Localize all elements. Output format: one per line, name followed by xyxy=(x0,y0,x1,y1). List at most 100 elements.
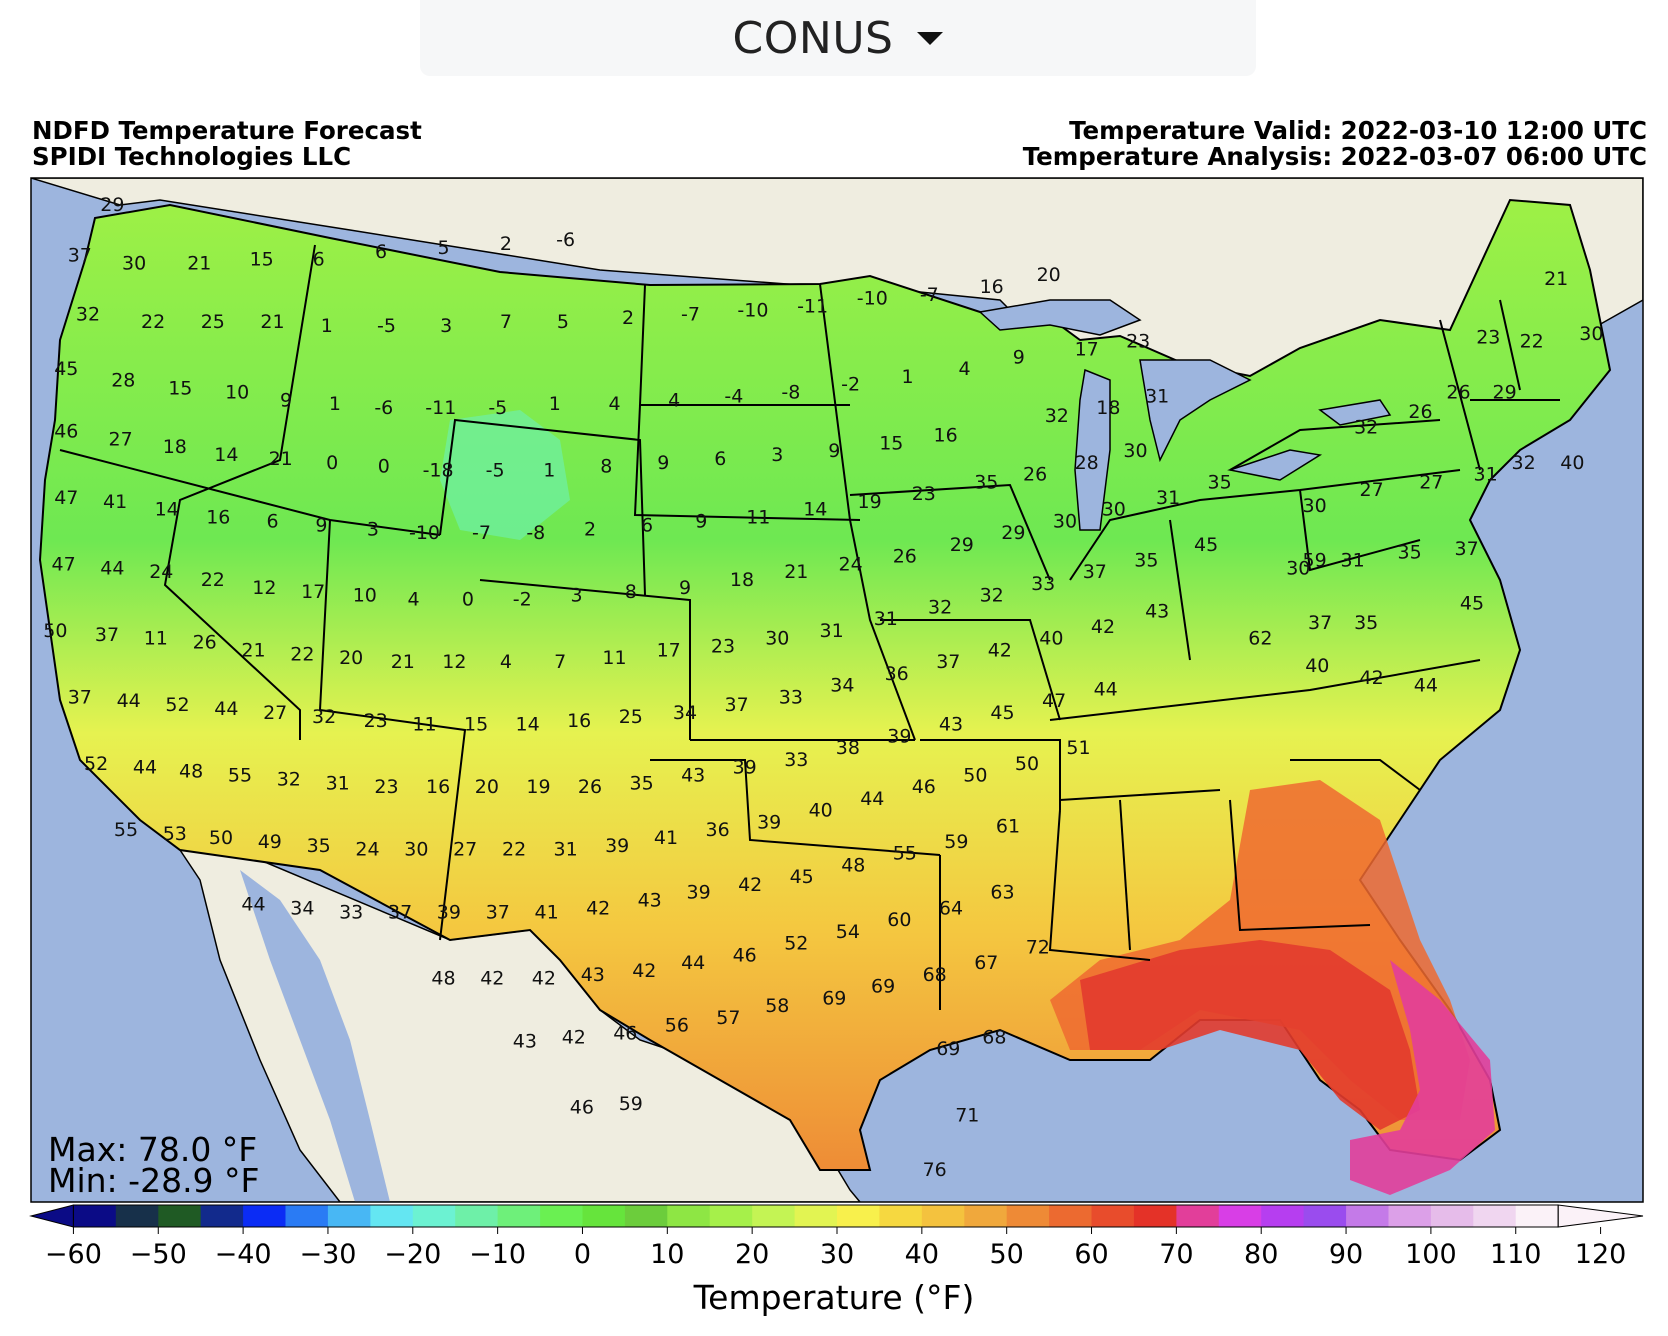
temperature-label: -10 xyxy=(737,299,768,321)
colorbar-tick-label: 30 xyxy=(820,1239,854,1270)
temperature-label: 7 xyxy=(554,651,566,673)
temperature-label: 22 xyxy=(290,643,314,665)
temperature-label: 48 xyxy=(179,761,203,783)
temperature-label: 28 xyxy=(1075,452,1099,474)
temperature-label: 16 xyxy=(980,276,1004,298)
temperature-label: 59 xyxy=(1303,550,1327,572)
temperature-label: -7 xyxy=(681,303,700,325)
temperature-label: 6 xyxy=(641,514,653,536)
temperature-label: 23 xyxy=(1126,331,1150,353)
temperature-label: 3 xyxy=(440,315,452,337)
colorbar-segment xyxy=(794,1205,838,1227)
temperature-label: 3 xyxy=(570,585,582,607)
temperature-label: 33 xyxy=(784,749,808,771)
temperature-label: -11 xyxy=(797,296,828,318)
temperature-label: 44 xyxy=(117,690,141,712)
temperature-label: 20 xyxy=(1037,264,1061,286)
temperature-label: 38 xyxy=(836,737,860,759)
valid-time: Temperature Valid: 2022-03-10 12:00 UTC xyxy=(1069,116,1647,145)
temperature-label: 44 xyxy=(860,788,884,810)
colorbar-tick-label: −50 xyxy=(130,1239,187,1270)
temperature-label: 26 xyxy=(1408,401,1432,423)
temperature-label: 47 xyxy=(52,553,76,575)
temperature-label: 46 xyxy=(912,776,936,798)
map-header-right: Temperature Valid: 2022-03-10 12:00 UTC … xyxy=(1023,118,1647,170)
colorbar-segment xyxy=(243,1205,286,1227)
temperature-label: 39 xyxy=(733,757,757,779)
temperature-label: 29 xyxy=(100,194,124,216)
temperature-label: 35 xyxy=(1398,542,1422,564)
temperature-label: 42 xyxy=(738,874,762,896)
colorbar-segment xyxy=(327,1205,371,1227)
colorbar-tick-label: 40 xyxy=(905,1239,939,1270)
temperature-label: 27 xyxy=(453,839,477,861)
temperature-label: 21 xyxy=(241,639,265,661)
temperature-label: 48 xyxy=(841,854,865,876)
temperature-label: 57 xyxy=(716,1007,740,1029)
temperature-label: 35 xyxy=(1208,471,1232,493)
temperature-label: 41 xyxy=(654,827,678,849)
colorbar-tick-label: 120 xyxy=(1575,1239,1627,1270)
caret-down-icon xyxy=(917,31,944,45)
temperature-label: 41 xyxy=(535,901,559,923)
temperature-label: 21 xyxy=(269,448,293,470)
temperature-label: 33 xyxy=(779,686,803,708)
temperature-label: 55 xyxy=(893,843,917,865)
keys-zone xyxy=(1350,960,1495,1195)
colorbar-segment xyxy=(1388,1205,1432,1227)
temperature-label: 23 xyxy=(711,636,735,658)
temperature-label: 31 xyxy=(1145,385,1169,407)
temperature-label: 27 xyxy=(109,428,133,450)
colorbar-segment xyxy=(1049,1205,1092,1227)
min-value: Min: -28.9 °F xyxy=(48,1161,260,1200)
temperature-label: 47 xyxy=(54,487,78,509)
temperature-label: 44 xyxy=(133,757,157,779)
temperature-label: 27 xyxy=(263,702,287,724)
temperature-label: 15 xyxy=(250,249,274,271)
map-frame xyxy=(31,178,1643,1202)
temperature-label: 44 xyxy=(1094,679,1118,701)
temperature-label: 27 xyxy=(1419,471,1443,493)
temperature-label: 21 xyxy=(784,561,808,583)
temperature-label: 23 xyxy=(374,776,398,798)
temperature-label: 35 xyxy=(1134,550,1158,572)
temperature-label: 1 xyxy=(902,366,914,388)
temperature-label: -8 xyxy=(526,522,545,544)
colorbar-tick-label: −10 xyxy=(469,1239,526,1270)
temperature-label: -2 xyxy=(841,374,860,396)
region-dropdown[interactable]: CONUS xyxy=(420,0,1256,76)
temperature-label: 23 xyxy=(364,710,388,732)
temperature-label: 44 xyxy=(100,557,124,579)
temperature-label: 29 xyxy=(1493,382,1517,404)
temperature-label: 16 xyxy=(567,710,591,732)
temperature-label: 71 xyxy=(955,1105,979,1127)
temperature-label: 22 xyxy=(502,839,526,861)
temperature-label: 22 xyxy=(201,569,225,591)
temperature-label: 24 xyxy=(839,553,863,575)
temperature-label: 31 xyxy=(874,608,898,630)
temperature-label: 9 xyxy=(315,514,327,536)
stats-box: Max: 78.0 °F Min: -28.9 °F xyxy=(48,1133,260,1200)
temperature-label: 44 xyxy=(241,894,265,916)
temperature-label: -7 xyxy=(920,284,939,306)
temperature-label: 12 xyxy=(442,651,466,673)
temperature-label: 46 xyxy=(733,944,757,966)
baja-water xyxy=(240,870,390,1202)
temperature-label: 52 xyxy=(784,933,808,955)
temperature-label: 56 xyxy=(665,1015,689,1037)
temperature-label: -8 xyxy=(781,382,800,404)
temperature-label: 32 xyxy=(1045,405,1069,427)
temperature-label: 67 xyxy=(974,952,998,974)
temperature-label: 37 xyxy=(388,901,412,923)
colorbar-title: Temperature (°F) xyxy=(693,1278,975,1317)
temperature-label: 23 xyxy=(1476,327,1500,349)
lake-michigan xyxy=(1074,368,1111,531)
temperature-label: 32 xyxy=(76,303,100,325)
temperature-label: 4 xyxy=(408,589,420,611)
colorbar-tick-label: 110 xyxy=(1490,1239,1542,1270)
lake-ontario xyxy=(1318,399,1392,426)
colorbar-tick-label: 0 xyxy=(574,1239,591,1270)
temperature-label: 17 xyxy=(657,639,681,661)
temperature-label: 1 xyxy=(329,393,341,415)
map-header-left: NDFD Temperature Forecast SPIDI Technolo… xyxy=(32,118,422,170)
